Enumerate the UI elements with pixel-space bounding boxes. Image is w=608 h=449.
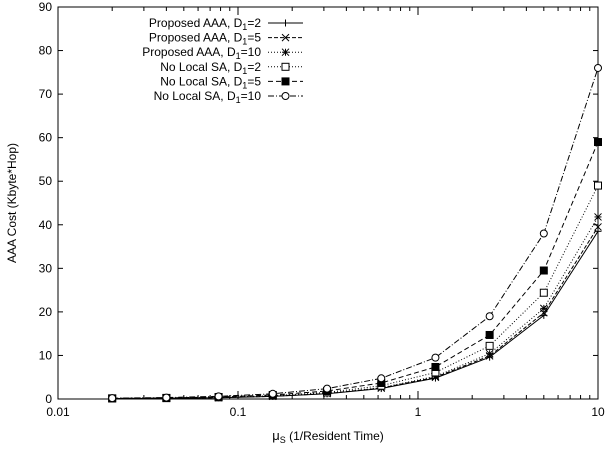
series-lines	[112, 67, 599, 400]
legend-entry: No Local SA, D1=5	[160, 74, 303, 90]
y-tick-label: 30	[39, 261, 53, 275]
series-markers	[108, 63, 602, 403]
data-point-circle-open	[539, 229, 548, 238]
data-point-circle-open	[323, 384, 332, 393]
series-line-6	[112, 67, 599, 399]
data-point-square-filled	[539, 266, 548, 275]
legend-label: Proposed AAA, D1=5	[149, 31, 261, 47]
legend-label: Proposed AAA, D1=10	[142, 45, 261, 61]
legend-label-tail: =2	[247, 16, 261, 30]
data-point-cross	[281, 33, 290, 42]
y-tick-label: 40	[39, 218, 53, 232]
legend-label-subscript: 1	[236, 51, 241, 61]
x-tick-label: 0.01	[46, 405, 70, 419]
legend-label: No Local SA, D1=5	[160, 74, 261, 90]
series-line-5	[112, 141, 599, 399]
legend-label-subscript: 1	[236, 95, 241, 105]
legend-label-main: Proposed AAA, D	[149, 16, 243, 30]
plot-frame	[57, 6, 599, 400]
data-point-square-filled	[431, 362, 440, 371]
y-tick-label: 70	[39, 87, 53, 101]
data-point-plus	[594, 227, 602, 235]
x-tick-label: 1	[415, 405, 422, 419]
data-point-square-open	[281, 62, 290, 71]
legend-label: Proposed AAA, D1=2	[149, 16, 261, 32]
legend-label-tail: =5	[247, 74, 261, 88]
data-point-square-filled	[594, 138, 602, 147]
series-line-4	[112, 185, 599, 399]
legend-entry: Proposed AAA, D1=2	[149, 16, 303, 32]
x-axis-ticks: 0.01 0.1 1 10	[46, 7, 605, 419]
y-tick-label: 10	[39, 348, 53, 362]
data-point-square-open	[485, 341, 494, 350]
legend-entry: Proposed AAA, D1=10	[142, 45, 303, 61]
legend-label-tail: =5	[247, 31, 261, 45]
data-point-circle-open	[108, 394, 117, 403]
y-tick-label: 80	[39, 44, 53, 58]
data-point-circle-open	[431, 353, 440, 362]
y-tick-label: 60	[39, 131, 53, 145]
y-axis-ticks: 0 10 20 30 40 50 60 70 80 90	[39, 0, 598, 406]
legend-entry: No Local SA, D1=2	[160, 60, 303, 76]
x-axis-label-text: (1/Resident Time)	[286, 429, 384, 443]
legend-label-main: No Local SA, D	[160, 74, 242, 88]
x-tick-label: 0.1	[230, 405, 247, 419]
legend-label-main: Proposed AAA, D	[142, 45, 236, 59]
y-tick-label: 20	[39, 305, 53, 319]
y-axis-label: AAA Cost (Kbyte*Hop)	[5, 143, 19, 263]
data-point-square-open	[594, 181, 602, 190]
x-axis-label-subscript: S	[280, 435, 286, 445]
y-tick-label: 90	[39, 0, 53, 14]
data-point-circle-open	[594, 63, 602, 72]
data-point-cross	[594, 223, 602, 231]
data-point-circle-open	[268, 389, 277, 398]
data-point-star	[281, 48, 290, 57]
series-line-2	[112, 226, 599, 400]
legend-label-subscript: 1	[242, 66, 247, 76]
data-point-square-filled	[485, 330, 494, 339]
legend-label-main: No Local SA, D	[154, 89, 236, 103]
series-line-3	[112, 216, 599, 400]
data-point-circle-open	[485, 312, 494, 321]
data-point-star	[485, 349, 494, 358]
legend-label-tail: =10	[241, 89, 262, 103]
legend-label-main: No Local SA, D	[160, 60, 242, 74]
data-point-circle-open	[214, 392, 223, 401]
data-point-circle-open	[281, 92, 290, 100]
legend-label-main: Proposed AAA, D	[149, 31, 243, 45]
data-point-plus	[282, 19, 289, 27]
data-point-star	[539, 304, 548, 313]
data-point-square-filled	[281, 77, 290, 86]
legend-label-subscript: 1	[242, 80, 247, 90]
legend-label-subscript: 1	[242, 37, 247, 47]
legend-label-subscript: 1	[242, 22, 247, 32]
y-tick-label: 50	[39, 174, 53, 188]
legend-label: No Local SA, D1=2	[160, 60, 261, 76]
data-point-square-open	[539, 288, 548, 297]
data-point-star	[594, 213, 602, 221]
legend-label-tail: =2	[247, 60, 261, 74]
x-tick-label: 10	[591, 405, 605, 419]
legend-label: No Local SA, D1=10	[154, 89, 262, 105]
legend-entry: Proposed AAA, D1=5	[149, 31, 303, 47]
x-axis-label: μS (1/Resident Time)	[272, 428, 384, 445]
y-tick-label: 0	[45, 392, 52, 406]
legend-label-tail: =10	[241, 45, 262, 59]
series-line-1	[112, 231, 599, 400]
legend-entry: No Local SA, D1=10	[154, 89, 303, 105]
data-point-circle-open	[162, 393, 171, 402]
x-axis-label-symbol: μ	[272, 428, 280, 443]
data-point-circle-open	[377, 374, 386, 383]
